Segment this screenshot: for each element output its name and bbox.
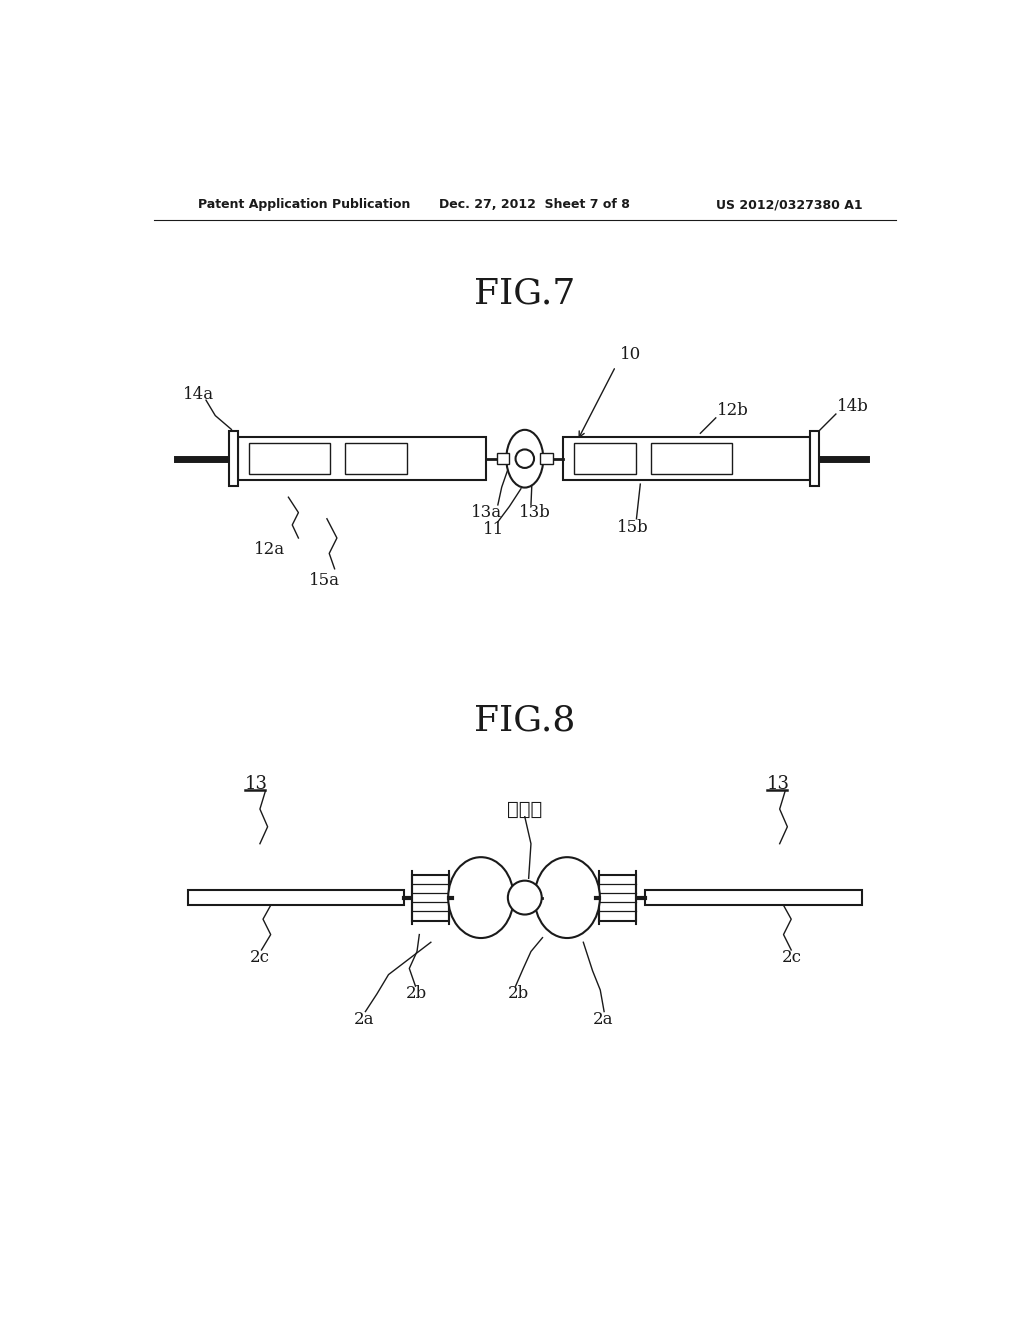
Bar (239, 437, 486, 480)
Text: 13: 13 (245, 775, 267, 792)
Text: 2b: 2b (407, 985, 427, 1002)
Bar (413, 874, 450, 921)
Ellipse shape (535, 857, 600, 939)
Text: 14a: 14a (183, 385, 214, 403)
Circle shape (515, 449, 535, 469)
Text: 10: 10 (620, 346, 641, 363)
Text: 2a: 2a (593, 1011, 613, 1028)
Text: Dec. 27, 2012  Sheet 7 of 8: Dec. 27, 2012 Sheet 7 of 8 (438, 198, 630, 211)
Text: 13a: 13a (471, 504, 502, 521)
Bar (229, 430, 239, 486)
Bar (497, 453, 509, 465)
Bar (249, 444, 330, 474)
Bar (574, 444, 636, 474)
Text: 2c: 2c (250, 949, 270, 966)
Bar (563, 437, 810, 480)
Bar (599, 874, 636, 921)
Bar (541, 453, 553, 465)
Text: FIG.7: FIG.7 (474, 276, 575, 310)
Bar (651, 444, 732, 474)
Text: 2c: 2c (782, 949, 802, 966)
Text: 14b: 14b (838, 397, 869, 414)
Bar (345, 444, 407, 474)
Text: 2a: 2a (354, 1011, 375, 1028)
Text: アーク: アーク (507, 800, 543, 818)
Bar (188, 890, 403, 906)
Text: 12a: 12a (254, 541, 285, 558)
Text: 11: 11 (482, 521, 504, 539)
Text: 15b: 15b (617, 520, 649, 536)
Text: 15a: 15a (309, 572, 340, 589)
Text: FIG.8: FIG.8 (474, 704, 575, 738)
Text: 12b: 12b (717, 401, 750, 418)
Text: Patent Application Publication: Patent Application Publication (199, 198, 411, 211)
Text: 2b: 2b (508, 985, 529, 1002)
Bar (645, 890, 862, 906)
Bar (810, 430, 819, 486)
Ellipse shape (449, 857, 514, 939)
Ellipse shape (506, 430, 544, 487)
Text: 13b: 13b (518, 504, 551, 521)
Text: US 2012/0327380 A1: US 2012/0327380 A1 (716, 198, 862, 211)
Circle shape (508, 880, 542, 915)
Text: 13: 13 (767, 775, 790, 792)
